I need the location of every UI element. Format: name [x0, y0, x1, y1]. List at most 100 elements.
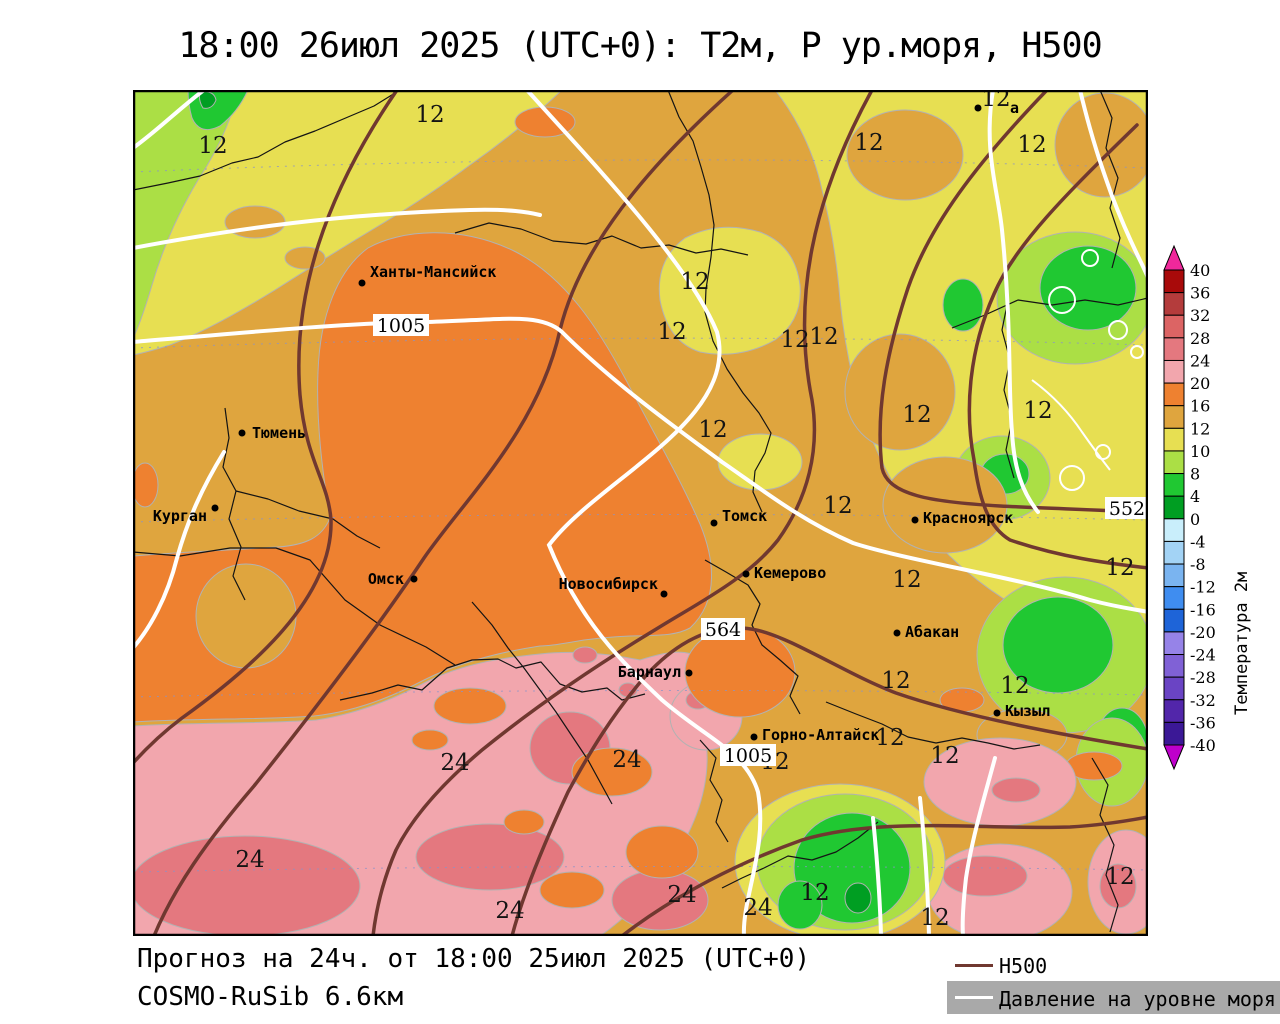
- city-marker: [660, 590, 668, 598]
- h500-value-label: 564: [705, 619, 741, 641]
- isotherm-12-label: 12: [1017, 132, 1046, 158]
- isotherm-12-label: 12: [1105, 555, 1134, 581]
- colorbar-segment: [1163, 721, 1185, 746]
- colorbar-segment: [1163, 337, 1185, 361]
- colorbar-segment: [1163, 450, 1185, 475]
- isotherm-12-label: 12: [881, 668, 910, 694]
- colorbar-segment: [1163, 699, 1185, 723]
- model-name-text: COSMO-RuSib 6.6км: [137, 982, 404, 1012]
- isotherm-12-label: 12: [823, 493, 852, 519]
- colorbar-tick-label: -28: [1190, 668, 1216, 687]
- isotherm-12-label: 12: [920, 905, 949, 931]
- colorbar-tick-label: -20: [1190, 623, 1216, 642]
- colorbar-title: Температура 2м: [1232, 571, 1252, 715]
- city-label: Кемерово: [754, 564, 826, 582]
- isotherm-12-label: 12: [415, 102, 444, 128]
- city-marker: [358, 279, 366, 287]
- map-border: [133, 90, 1148, 936]
- city-marker: [211, 504, 219, 512]
- city-label: Тюмень: [252, 424, 306, 442]
- colorbar-tick-label: 24: [1190, 351, 1210, 370]
- isotherm-12-label: 12: [800, 880, 829, 906]
- colorbar-segment: [1163, 427, 1185, 452]
- city-label: Барнаул: [618, 663, 681, 681]
- isotherm-24-label: 24: [235, 847, 264, 873]
- colorbar-segment: [1163, 359, 1185, 384]
- legend-pressure-row: Давление на уровне моря: [947, 981, 1280, 1014]
- pressure-value-box: [373, 314, 429, 336]
- city-label: Новосибирск: [559, 575, 658, 593]
- isotherm-12-label: 12: [780, 327, 809, 353]
- city-label: Абакан: [905, 623, 959, 641]
- pressure-value-label: 1005: [724, 745, 772, 767]
- colorbar-segment: [1163, 382, 1185, 407]
- isotherm-24-label: 24: [440, 750, 469, 776]
- isotherm-12-label: 12: [892, 567, 921, 593]
- city-marker: [911, 516, 919, 524]
- page-title: 18:00 26июл 2025 (UTC+0): Т2м, P ур.моря…: [178, 26, 1102, 66]
- isotherm-24-label: 24: [667, 882, 696, 908]
- pressure-contours: [133, 90, 1148, 936]
- legend-h500-row: H500: [947, 952, 1280, 978]
- pressure-legend-label: Давление на уровне моря: [999, 987, 1276, 1011]
- colorbar-segment: [1163, 654, 1185, 678]
- isotherm-24-label: 24: [495, 898, 524, 924]
- city-marker: [685, 669, 693, 677]
- colorbar-tick-label: 12: [1190, 419, 1210, 438]
- colorbar-segment: [1163, 405, 1185, 429]
- city-marker: [750, 733, 758, 741]
- isotherm-12-label: 12: [680, 269, 709, 295]
- admin-borders: [133, 90, 1148, 933]
- isotherm-12-label: 12: [809, 324, 838, 350]
- city-label: Омск: [368, 570, 404, 588]
- colorbar-tick-label: -32: [1190, 691, 1216, 710]
- isotherm-12-label: 12: [981, 90, 1010, 112]
- city-label: Ханты-Мансийск: [370, 263, 496, 281]
- colorbar-tick-label: 10: [1190, 442, 1210, 461]
- colorbar-segment: [1163, 676, 1185, 701]
- isotherm-12-label: 12: [698, 417, 727, 443]
- isotherm-12-label: 12: [657, 319, 686, 345]
- weather-map: 12 12 12 12 12 12 12 12 12 12 12 12 12 12 12 12 12 12 12 12…: [133, 90, 1148, 936]
- city-marker: [710, 519, 718, 527]
- colorbar-segment: [1163, 495, 1185, 520]
- pressure-value-box: [720, 744, 776, 766]
- colorbar-tick-label: 16: [1190, 397, 1210, 416]
- h500-legend-label: H500: [999, 954, 1048, 978]
- colorbar-tick-label: -16: [1190, 600, 1216, 619]
- isotherm-12-label: 12: [875, 725, 904, 751]
- colorbar-tick-label: 8: [1190, 465, 1200, 484]
- colorbar-segment: [1163, 631, 1185, 656]
- colorbar-tick-label: 20: [1190, 374, 1210, 393]
- isotherm-12-label: 12: [1023, 398, 1052, 424]
- colorbar-arrow-top: [1163, 244, 1185, 271]
- colorbar-tick-label: -40: [1190, 736, 1216, 755]
- colorbar-tick-label: -36: [1190, 713, 1216, 732]
- isotherm-24-label: 24: [612, 747, 641, 773]
- pressure-value-label: 1005: [377, 315, 425, 337]
- city-label: Кызыл: [1005, 702, 1050, 720]
- colorbar-segment: [1163, 292, 1185, 316]
- colorbar-tick-label: -8: [1190, 555, 1206, 574]
- colorbar-segment: [1163, 563, 1185, 588]
- colorbar-segment: [1163, 586, 1185, 610]
- city-marker: [993, 709, 1001, 717]
- h500-line-sample: [955, 964, 993, 967]
- isotherm-12-label: 12: [930, 743, 959, 769]
- city-label: Томск: [722, 507, 767, 525]
- pressure-line-sample: [955, 996, 993, 999]
- isotherm-24-label: 24: [743, 895, 772, 921]
- colorbar-tick-label: -12: [1190, 578, 1216, 597]
- colorbar-segment: [1163, 314, 1185, 339]
- colorbar-segment: [1163, 518, 1185, 542]
- temperature-colorbar: 403632282420161210840-4-8-12-16-20-24-28…: [1163, 244, 1216, 771]
- city-marker: [238, 429, 246, 437]
- city-marker: [893, 629, 901, 637]
- colorbar-tick-label: 40: [1190, 261, 1210, 280]
- isotherm-12-label: 12: [854, 130, 883, 156]
- colorbar-tick-label: 32: [1190, 306, 1210, 325]
- colorbar-tick-label: -4: [1190, 532, 1206, 551]
